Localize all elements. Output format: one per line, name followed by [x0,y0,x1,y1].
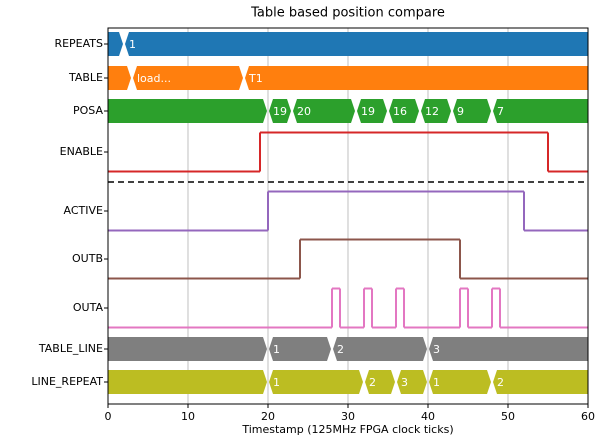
bus-label: 20 [297,105,311,118]
x-axis-label: Timestamp (125MHz FPGA clock ticks) [241,423,453,436]
bus-label: 9 [457,105,464,118]
bus-label: 1 [273,343,280,356]
bus-label: 1 [273,376,280,389]
bus-label: load... [137,72,171,85]
x-tick-label: 10 [181,410,195,423]
bus-segment [269,370,363,394]
bus-segment [493,370,588,394]
bus-label: 19 [361,105,375,118]
x-tick-label: 30 [341,410,355,423]
bus-segment [429,370,491,394]
bus-label: 2 [497,376,504,389]
y-tick-label: TABLE [68,71,103,84]
bus-segment [389,99,419,123]
x-tick-label: 60 [581,410,595,423]
bus-label: 7 [497,105,504,118]
bus-label: 2 [337,343,344,356]
bus-segment [108,337,267,361]
x-tick-label: 0 [105,410,112,423]
bus-label: 19 [273,105,287,118]
bus-segment [333,337,427,361]
bus-segment [429,337,588,361]
y-tick-label: POSA [73,104,103,117]
x-tick-label: 20 [261,410,275,423]
bus-segment [108,99,267,123]
bus-segment [269,337,331,361]
bus-label: 2 [369,376,376,389]
bus-segment [365,370,395,394]
bus-label: 16 [393,105,407,118]
bus-segment [269,99,291,123]
y-tick-label: OUTB [72,252,103,265]
x-tick-label: 40 [421,410,435,423]
bus-segment [125,32,588,56]
bus-label: 1 [433,376,440,389]
bus-label: 3 [401,376,408,389]
bus-segment [397,370,427,394]
bus-segment [453,99,491,123]
bus-segment [293,99,355,123]
bus-segment [357,99,387,123]
y-tick-label: TABLE_LINE [38,342,103,355]
bus-segment [108,370,267,394]
bus-label: T1 [248,72,263,85]
y-tick-label: LINE_REPEAT [31,375,103,388]
x-tick-label: 50 [501,410,515,423]
y-tick-label: ENABLE [60,145,103,158]
bus-label: 1 [129,38,136,51]
chart-title: Table based position compare [250,6,445,21]
bus-segment [108,66,131,90]
y-tick-label: REPEATS [54,37,103,50]
bus-segment [421,99,451,123]
y-tick-label: ACTIVE [64,204,104,217]
bus-label: 3 [433,343,440,356]
bus-segment [108,32,123,56]
bus-segment [133,66,243,90]
y-tick-label: OUTA [73,301,104,314]
bus-segment [493,99,588,123]
bus-segment [245,66,588,90]
bus-label: 12 [425,105,439,118]
